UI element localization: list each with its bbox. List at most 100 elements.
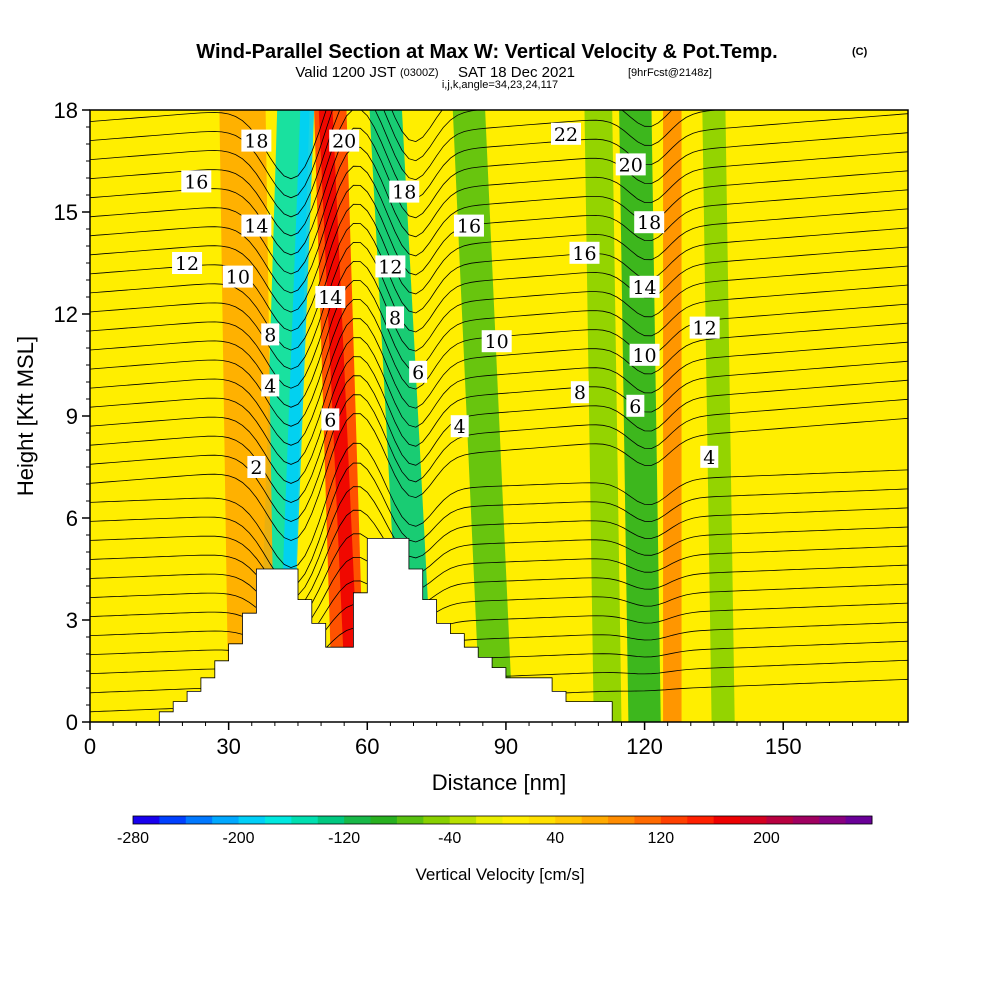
colorbar-swatch [291,816,319,824]
svg-text:4: 4 [264,375,276,397]
colorbar-swatch [396,816,424,824]
svg-text:14: 14 [318,287,342,309]
colorbar-ticks: -280 -200 -120 -40 40 120 200 [117,830,780,847]
svg-text:12: 12 [378,256,402,278]
svg-text:4: 4 [703,447,715,469]
chart-title: Wind-Parallel Section at Max W: Vertical… [196,41,777,63]
contour-label: 20 [329,129,360,153]
svg-text:20: 20 [619,154,643,176]
theta-contour-line [90,127,908,256]
svg-text:4: 4 [454,416,466,438]
theta-contour-line [90,110,443,180]
x-axis-label: Distance [nm] [432,770,567,795]
colorbar-swatch [819,816,847,824]
svg-text:6: 6 [629,396,641,418]
colorbar-title: Vertical Velocity [cm/s] [415,865,584,884]
contour-label: 20 [615,153,646,176]
copyright-mark: (C) [852,46,868,58]
grid-indices: i,j,k,angle=34,23,24,117 [442,79,558,91]
contour-label: 10 [481,330,512,353]
colorbar-tick-label: -120 [328,830,360,847]
contour-label: 18 [389,180,420,204]
theta-contour-line [90,462,908,586]
colorbar-swatch [423,816,451,824]
svg-text:14: 14 [244,216,268,238]
colorbar-swatch [687,816,715,824]
y-axis-label: Height [Kft MSL] [13,336,38,496]
contour-label: 4 [450,415,469,438]
svg-text:30: 30 [216,734,240,759]
forecast-info: [9hrFcst@2148z] [628,67,712,79]
valid-time-jst: Valid 1200 JST [295,64,396,81]
svg-text:8: 8 [574,382,586,404]
svg-text:20: 20 [332,131,356,153]
colorbar-swatch [159,816,187,824]
colorbar-swatch [476,816,503,824]
theta-contour-line [90,165,908,294]
contour-label: 14 [629,275,660,299]
svg-text:18: 18 [54,98,78,123]
colorbar-swatch [185,816,213,824]
svg-text:18: 18 [244,131,268,153]
x-axis: 0 30 60 90 120 150 [84,722,900,759]
valid-time-utc: (0300Z) [400,67,439,79]
colorbar-swatch [792,816,820,824]
x-tick: 90 [494,722,518,759]
colorbar-swatch [634,816,662,824]
svg-text:12: 12 [54,302,78,327]
contour-label: 12 [689,316,720,340]
theta-contour-line [90,533,908,623]
colorbar-tick-label: -280 [117,830,149,847]
theta-contour-line [90,260,908,389]
theta-contour-line [90,280,908,408]
theta-contour-line [90,110,673,199]
contour-label: 6 [409,360,428,384]
svg-text:10: 10 [485,331,509,353]
contour-label: 2 [247,456,266,479]
contour-label: 8 [261,323,280,346]
colorbar-swatch [344,816,372,824]
velocity-band [452,110,513,722]
theta-contour-line [90,442,908,569]
x-tick: 150 [765,722,802,759]
colorbar-swatch [766,816,794,824]
x-tick: 120 [626,722,663,759]
colorbar-frame [132,815,873,825]
theta-contour-line [90,110,721,218]
colorbar-swatch [238,816,266,824]
svg-text:2: 2 [250,457,262,479]
theta-contour-line [90,375,908,503]
theta-contour-line [90,486,908,599]
theta-contour-line [90,394,908,522]
contour-label: 14 [315,286,346,309]
theta-contour-line [90,580,908,647]
theta-contour-line [90,557,908,635]
contour-label: 16 [453,214,484,238]
svg-text:12: 12 [175,253,199,275]
svg-text:3: 3 [66,608,78,633]
colorbar-swatch [740,816,767,824]
contour-label: 6 [321,408,340,431]
contour-label: 12 [172,252,203,275]
terrain-layer [90,538,908,722]
svg-text:22: 22 [554,124,578,146]
contour-label: 4 [700,445,719,469]
svg-text:0: 0 [66,710,78,735]
svg-text:60: 60 [355,734,379,759]
colorbar-swatch [370,816,398,824]
plot-area: 2 4 6 8 10 12 14 16 18 20 14 12 18 8 6 16 4 10 22 16 8 20 18 14… [90,110,908,722]
colorbar-swatch [528,816,556,824]
contour-label: 8 [386,306,405,329]
theta-contour-line [90,146,908,275]
svg-text:10: 10 [632,345,656,367]
contour-labels: 2 4 6 8 10 12 14 16 18 20 14 12 18 8 6 16 4 10 22 16 8 20 18 14… [172,122,720,479]
svg-text:150: 150 [765,734,802,759]
colorbar [132,815,873,825]
colorbar-swatch [264,816,292,824]
contour-label: 18 [241,129,272,153]
svg-text:18: 18 [392,182,416,204]
theta-contours [90,110,908,713]
colorbar-swatch [317,816,345,824]
svg-text:12: 12 [693,318,717,340]
